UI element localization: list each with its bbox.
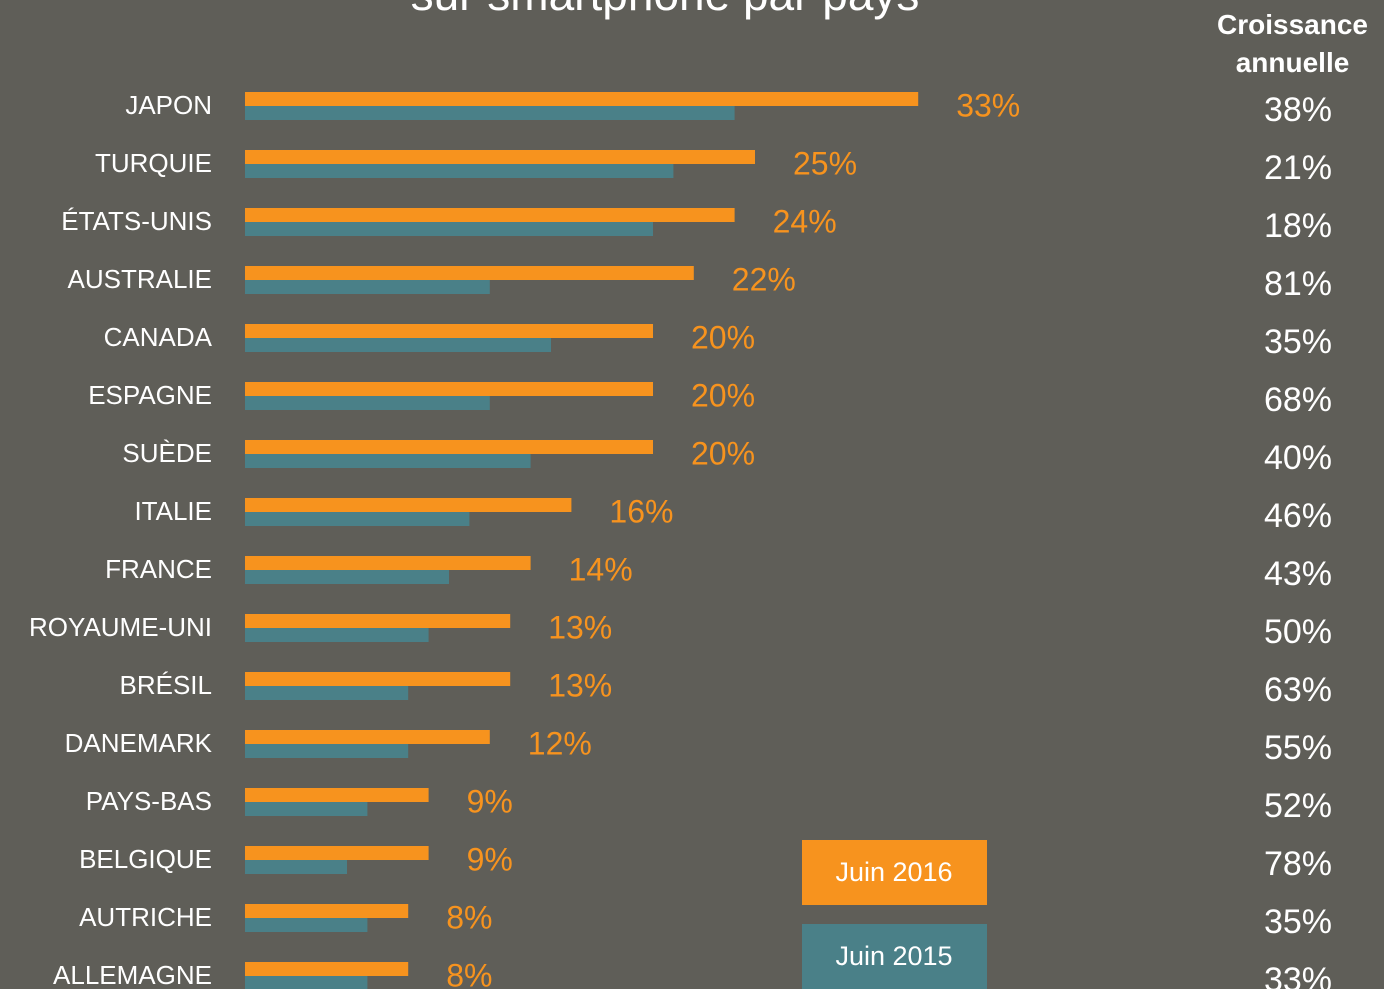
- legend-swatch: [802, 840, 987, 905]
- value-label: 20%: [691, 319, 755, 355]
- value-label: 20%: [691, 435, 755, 471]
- bar: [245, 904, 409, 918]
- growth-value: 33%: [1264, 961, 1332, 989]
- growth-header: Croissance annuelle: [1217, 9, 1368, 78]
- bar: [245, 788, 429, 802]
- growth-value: 46%: [1264, 497, 1332, 535]
- bar: [245, 860, 347, 874]
- bar: [245, 686, 409, 700]
- bar: [245, 556, 531, 570]
- bar: [245, 628, 429, 642]
- growth-value: 52%: [1264, 787, 1332, 825]
- bar: [245, 150, 755, 164]
- growth-value: 78%: [1264, 845, 1332, 883]
- bar: [245, 802, 368, 816]
- value-label: 9%: [467, 841, 513, 877]
- bar: [245, 222, 653, 236]
- bar: [245, 208, 735, 222]
- value-label: 12%: [528, 725, 592, 761]
- value-label: 13%: [548, 609, 612, 645]
- value-label: 14%: [569, 551, 633, 587]
- value-label: 33%: [956, 87, 1020, 123]
- bar: [245, 396, 490, 410]
- bar: [245, 570, 449, 584]
- bar: [245, 440, 653, 454]
- value-label: 20%: [691, 377, 755, 413]
- bar: [245, 382, 653, 396]
- y-tick-label: AUTRICHE: [79, 902, 212, 932]
- bar: [245, 962, 409, 976]
- y-tick-label: BELGIQUE: [79, 844, 212, 874]
- bar: [245, 92, 919, 106]
- growth-value: 21%: [1264, 149, 1332, 187]
- growth-value: 55%: [1264, 729, 1332, 767]
- growth-value: 81%: [1264, 265, 1332, 303]
- value-label: 25%: [793, 145, 857, 181]
- value-label: 9%: [467, 783, 513, 819]
- growth-value: 18%: [1264, 207, 1332, 245]
- y-tick-label: ÉTATS-UNIS: [61, 206, 212, 236]
- value-label: 8%: [446, 957, 492, 989]
- value-label: 16%: [609, 493, 673, 529]
- y-tick-label: PAYS-BAS: [86, 786, 212, 816]
- bar: [245, 512, 470, 526]
- y-tick-label: SUÈDE: [122, 438, 212, 468]
- y-tick-label: ESPAGNE: [88, 380, 212, 410]
- value-label: 13%: [548, 667, 612, 703]
- growth-value: 35%: [1264, 903, 1332, 941]
- bar: [245, 164, 674, 178]
- y-tick-label: FRANCE: [105, 554, 212, 584]
- y-tick-label: ROYAUME-UNI: [29, 612, 212, 642]
- growth-value: 35%: [1264, 323, 1332, 361]
- y-tick-label: ITALIE: [134, 496, 212, 526]
- growth-value: 68%: [1264, 381, 1332, 419]
- bar: [245, 744, 409, 758]
- bar: [245, 672, 511, 686]
- y-tick-label: CANADA: [104, 322, 213, 352]
- bar: [245, 730, 490, 744]
- y-tick-label: TURQUIE: [95, 148, 212, 178]
- value-label: 22%: [732, 261, 796, 297]
- growth-value: 43%: [1264, 555, 1332, 593]
- growth-value: 40%: [1264, 439, 1332, 477]
- bar: [245, 498, 572, 512]
- bar: [245, 918, 368, 932]
- value-label: 8%: [446, 899, 492, 935]
- legend-swatch: [802, 924, 987, 989]
- bar: [245, 324, 653, 338]
- y-tick-label: BRÉSIL: [120, 670, 213, 700]
- bar: [245, 338, 551, 352]
- y-tick-label: DANEMARK: [65, 728, 213, 758]
- growth-value: 63%: [1264, 671, 1332, 709]
- legend-label: Juin 2015: [835, 941, 952, 971]
- y-tick-label: AUSTRALIE: [68, 264, 213, 294]
- chart-title: sur smartphone par pays: [411, 0, 920, 20]
- bar: [245, 846, 429, 860]
- value-label: 24%: [773, 203, 837, 239]
- bar: [245, 976, 368, 989]
- bar: [245, 266, 694, 280]
- growth-value: 50%: [1264, 613, 1332, 651]
- bar: [245, 280, 490, 294]
- legend-label: Juin 2016: [835, 857, 952, 887]
- bar: [245, 106, 735, 120]
- bar: [245, 454, 531, 468]
- growth-value: 38%: [1264, 91, 1332, 129]
- y-tick-label: JAPON: [125, 90, 212, 120]
- bar: [245, 614, 511, 628]
- y-tick-label: ALLEMAGNE: [53, 960, 212, 989]
